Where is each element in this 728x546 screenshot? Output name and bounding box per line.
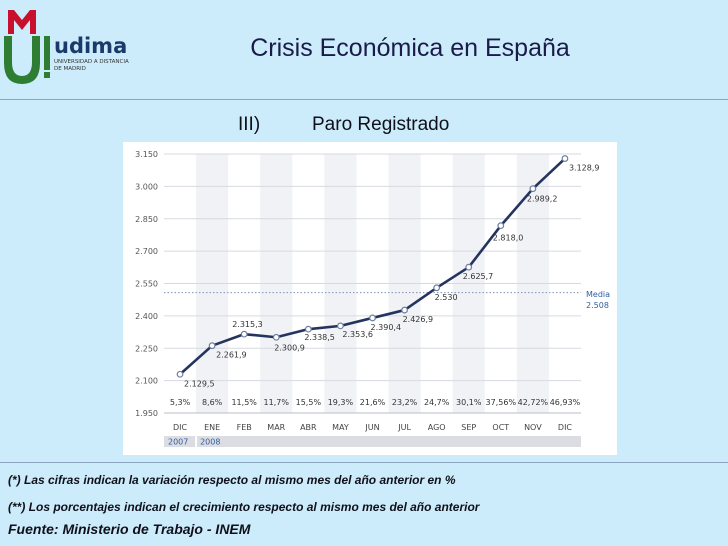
percent-label: 8,6% <box>202 398 223 407</box>
value-label: 2.353,6 <box>342 330 373 339</box>
x-tick-label: DIC <box>173 423 188 432</box>
value-labels: 2.129,5 2.261,9 2.315,3 2.300,92.338,5 2.353… <box>184 164 599 389</box>
data-point <box>208 342 216 350</box>
data-point <box>240 330 248 338</box>
percent-label: 11,5% <box>231 398 257 407</box>
y-tick-label: 1.950 <box>135 409 158 418</box>
value-label: 2.625,7 <box>463 272 494 281</box>
section-heading: III) Paro Registrado <box>238 114 449 136</box>
x-tick-labels: DIC ENE FEB MAR ABR MAY JUN JUL AGO SEP OCT NOV DIC <box>164 412 581 432</box>
slide-title: Crisis Económica en España <box>250 34 570 62</box>
percent-label: 46,93% <box>550 398 581 407</box>
x-tick-label: ENE <box>204 423 220 432</box>
x-tick-label: JUN <box>364 423 379 432</box>
source-credit: Fuente: Ministerio de Trabajo - INEM <box>8 521 251 537</box>
data-point <box>337 322 344 330</box>
y-tick-label: 2.850 <box>135 215 158 224</box>
x-tick-label: FEB <box>237 423 252 432</box>
percent-label: 19,3% <box>328 398 354 407</box>
value-label: 2.261,9 <box>216 351 247 360</box>
data-point <box>497 222 505 230</box>
notes-divider <box>0 462 728 463</box>
series-line-group <box>179 157 566 376</box>
logo-tagline-1: UNIVERSIDAD A DISTANCIA <box>54 59 129 65</box>
logo-tagline-2: DE MADRID <box>54 66 86 72</box>
y-tick-labels: 1.950 2.100 2.250 2.400 2.550 2.700 2.850 3.000… <box>135 150 158 418</box>
percent-label: 30,1% <box>456 398 482 407</box>
logo-text: udima <box>54 34 127 58</box>
percent-label: 11,7% <box>264 398 290 407</box>
value-label: 3.128,9 <box>569 164 600 173</box>
data-point <box>272 333 280 341</box>
percent-label: 15,5% <box>296 398 322 407</box>
value-label: 2.818,0 <box>493 234 524 243</box>
media-label: Media <box>586 290 610 299</box>
data-point <box>465 263 473 271</box>
section-title: Paro Registrado <box>312 114 450 135</box>
y-tick-label: 3.150 <box>135 150 158 159</box>
year-label-2007: 2007 <box>168 438 188 447</box>
x-tick-label: MAY <box>332 423 349 432</box>
data-point <box>433 284 441 292</box>
y-tick-label: 3.000 <box>135 182 158 191</box>
data-points <box>176 155 569 378</box>
value-label: 2.989,2 <box>527 195 558 204</box>
percent-label: 42,72% <box>518 398 549 407</box>
value-label: 2.129,5 <box>184 379 215 388</box>
media-value-label: 2.508 <box>586 301 609 310</box>
section-number: III) <box>238 114 261 135</box>
udima-logo: udima UNIVERSIDAD A DISTANCIA DE MADRID <box>2 6 142 88</box>
note-percentages: (**) Los porcentajes indican el crecimie… <box>8 500 480 514</box>
x-tick-label: JUL <box>397 423 411 432</box>
x-tick-label: DIC <box>558 423 573 432</box>
logo-graphic: udima UNIVERSIDAD A DISTANCIA DE MADRID <box>4 10 129 84</box>
chart-svg: 1.950 2.100 2.250 2.400 2.550 2.700 2.850 3.000… <box>135 150 610 447</box>
value-label: 2.530 <box>435 293 458 302</box>
y-tick-label: 2.550 <box>135 280 158 289</box>
note-variation: (*) Las cifras indican la variación resp… <box>8 473 456 487</box>
x-tick-label: AGO <box>428 423 446 432</box>
data-point <box>561 155 569 162</box>
year-labels: 2007 2008 <box>164 436 581 447</box>
percent-labels: 5,3% 8,6% 11,5% 11,7% 15,5% 19,3% 21,6% 23,2% 24… <box>170 398 581 407</box>
x-tick-label: ABR <box>300 423 317 432</box>
value-label: 2.300,9 <box>274 343 305 352</box>
data-point <box>529 185 537 193</box>
header-divider <box>0 99 728 100</box>
percent-label: 21,6% <box>360 398 386 407</box>
x-tick-label: SEP <box>461 423 476 432</box>
media-line-group: Media 2.508 <box>164 290 610 310</box>
percent-label: 37,56% <box>486 398 517 407</box>
year-label-2008: 2008 <box>200 438 220 447</box>
y-tick-label: 2.250 <box>135 344 158 353</box>
y-tick-label: 2.700 <box>135 247 158 256</box>
x-tick-label: OCT <box>492 423 509 432</box>
data-point <box>369 314 376 322</box>
year-strip <box>164 436 581 447</box>
percent-label: 23,2% <box>392 398 418 407</box>
paro-series-line <box>179 157 566 376</box>
x-tick-label: MAR <box>267 423 285 432</box>
value-label: 2.338,5 <box>304 333 335 342</box>
data-point <box>304 325 312 333</box>
value-label: 2.390,4 <box>371 323 402 332</box>
data-point <box>401 306 408 314</box>
percent-label: 24,7% <box>424 398 450 407</box>
paro-registrado-chart: 1.950 2.100 2.250 2.400 2.550 2.700 2.850 3.000… <box>123 142 617 455</box>
value-label: 2.315,3 <box>232 320 263 329</box>
percent-label: 5,3% <box>170 398 191 407</box>
data-point <box>176 370 184 378</box>
y-tick-label: 2.400 <box>135 312 158 321</box>
x-tick-label: NOV <box>524 423 542 432</box>
y-tick-label: 2.100 <box>135 377 158 386</box>
value-label: 2.426,9 <box>403 315 434 324</box>
